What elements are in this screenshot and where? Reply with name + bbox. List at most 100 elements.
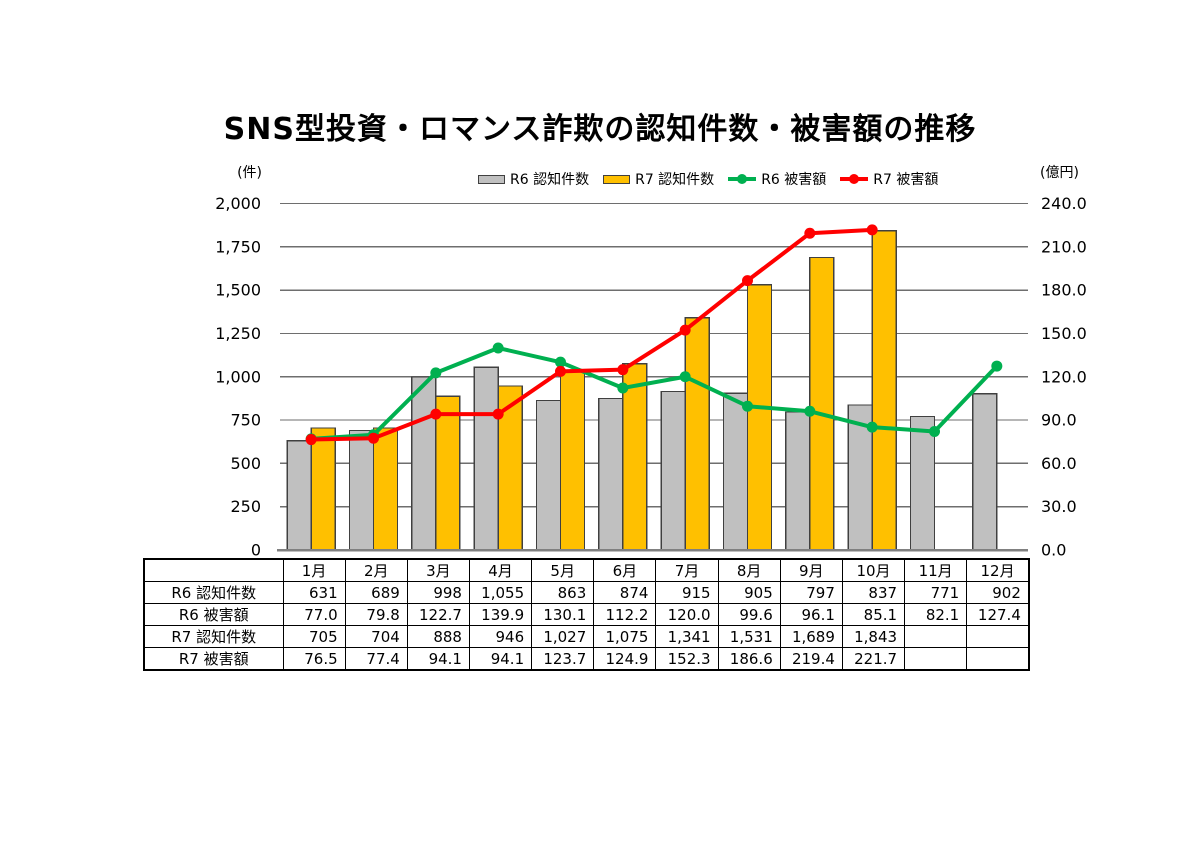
left-axis-tick-label: 500 — [230, 454, 261, 473]
value-cell: 99.6 — [717, 603, 781, 626]
left-axis-tick-label: 250 — [230, 497, 261, 516]
right-axis-tick-label: 60.0 — [1041, 454, 1077, 473]
marker-R7 被害額 — [305, 434, 317, 446]
value-cell: 123.7 — [531, 647, 595, 671]
marker-R6 被害額 — [555, 356, 566, 368]
value-cell: 1,843 — [841, 625, 906, 648]
right-axis-tick-label: 180.0 — [1041, 281, 1087, 300]
value-cell: 888 — [406, 625, 470, 648]
right-axis-tick-label: 120.0 — [1041, 367, 1087, 386]
value-cell: 186.6 — [717, 647, 781, 671]
value-cell: 130.1 — [531, 603, 595, 626]
value-cell: 112.2 — [593, 603, 657, 626]
marker-R7 被害額 — [804, 227, 816, 239]
legend-item-r6-damage: R6 被害額 — [728, 169, 826, 189]
bar-R6 認知件数 — [286, 440, 312, 551]
value-cell: 120.0 — [655, 603, 719, 626]
month-header: 2月 — [344, 558, 408, 582]
marker-R6 被害額 — [929, 425, 940, 437]
value-cell: 1,075 — [593, 625, 657, 648]
marker-R7 被害額 — [866, 224, 878, 236]
table-row: R6 認知件数 631 689 998 1,055 863 874 915 905 797 837 7… — [143, 581, 1030, 604]
value-cell: 82.1 — [904, 603, 968, 626]
marker-R6 被害額 — [430, 367, 442, 379]
data-table: 1月 2月 3月 4月 5月 6月 7月 8月 9月 10月 11月 12月 R6 認知件数 631 689… — [143, 558, 1030, 671]
bar-R6 認知件数 — [348, 430, 375, 551]
value-cell: 902 — [966, 581, 1030, 604]
value-cell: 77.0 — [282, 603, 346, 626]
right-axis-unit: (億円) — [1040, 165, 1079, 181]
table-row: R6 被害額 77.0 79.8 122.7 139.9 130.1 112.2 120.0 9… — [143, 603, 1030, 626]
value-cell: 139.9 — [468, 603, 533, 626]
value-cell: 96.1 — [779, 603, 843, 626]
line-R6 被害額 — [309, 346, 999, 441]
value-cell: 631 — [282, 581, 346, 604]
month-header: 8月 — [717, 558, 781, 582]
chart-title: SNS型投資・ロマンス詐欺の認知件数・被害額の推移 — [223, 112, 977, 148]
bar-R7 認知件数 — [746, 284, 773, 551]
month-header: 7月 — [655, 558, 719, 582]
bar-R6 認知件数 — [785, 411, 811, 551]
value-cell: 1,027 — [531, 625, 595, 648]
marker-R7 被害額 — [742, 275, 753, 287]
month-header: 11月 — [904, 558, 968, 582]
marker-R7 被害額 — [430, 408, 442, 420]
legend-label: R6 被害額 — [761, 172, 827, 188]
bar-R7 認知件数 — [559, 371, 586, 551]
chart-legend: R6 認知件数 R7 認知件数 R6 被害額 R7 被害額 — [478, 169, 938, 189]
legend-item-r7-damage: R7 被害額 — [840, 169, 938, 189]
month-header: 9月 — [779, 558, 843, 582]
value-cell: 704 — [344, 625, 408, 648]
bar-R6 認知件数 — [909, 415, 936, 551]
table-row: R7 被害額 76.5 77.4 94.1 94.1 123.7 124.9 152.3 186… — [143, 647, 1030, 671]
value-cell — [904, 647, 968, 671]
legend-label: R7 認知件数 — [635, 172, 715, 188]
month-header: 4月 — [468, 558, 533, 582]
value-cell: 1,689 — [779, 625, 843, 648]
right-axis-tick-label: 30.0 — [1041, 497, 1077, 516]
value-cell: 837 — [841, 581, 906, 604]
value-cell — [966, 625, 1030, 648]
marker-R6 被害額 — [991, 360, 1003, 372]
bar-R6 認知件数 — [535, 399, 562, 551]
left-axis-tick-label: 1,750 — [215, 237, 261, 256]
value-cell: 905 — [717, 581, 781, 604]
right-axis-tick-label: 0.0 — [1041, 541, 1066, 560]
value-cell: 76.5 — [282, 647, 346, 671]
value-cell: 85.1 — [841, 603, 906, 626]
left-axis-unit: (件) — [237, 165, 262, 181]
value-cell — [904, 625, 968, 648]
bar-R7 認知件数 — [871, 230, 897, 551]
left-axis-tick-label: 1,500 — [215, 281, 261, 300]
bar-R6 認知件数 — [598, 397, 624, 551]
legend-item-r6-cases: R6 認知件数 — [478, 169, 589, 189]
r6-bar-swatch-icon — [478, 174, 505, 184]
bar-R7 認知件数 — [435, 395, 461, 551]
value-cell: 79.8 — [344, 603, 408, 626]
month-header: 10月 — [841, 558, 906, 582]
r6-line-swatch-icon — [728, 174, 757, 185]
legend-label: R6 認知件数 — [510, 172, 590, 188]
value-cell: 122.7 — [406, 603, 470, 626]
table-row: R7 認知件数 705 704 888 946 1,027 1,075 1,341 1,531 1… — [143, 625, 1030, 648]
marker-R7 被害額 — [679, 324, 691, 336]
bar-R7 認知件数 — [310, 427, 336, 551]
row-label: R7 認知件数 — [143, 625, 284, 648]
value-cell: 94.1 — [468, 647, 533, 671]
marker-R6 被害額 — [866, 421, 878, 433]
value-cell: 946 — [468, 625, 533, 648]
corner-cell — [143, 558, 284, 582]
value-cell: 1,055 — [468, 581, 533, 604]
bar-R6 認知件数 — [722, 392, 749, 551]
legend-item-r7-cases: R7 認知件数 — [603, 169, 714, 189]
bar-R7 認知件数 — [809, 256, 835, 551]
month-header: 12月 — [966, 558, 1030, 582]
bar-R6 認知件数 — [411, 376, 437, 551]
month-header: 5月 — [531, 558, 595, 582]
value-cell: 221.7 — [841, 647, 906, 671]
marker-R6 被害額 — [679, 371, 691, 383]
month-header: 1月 — [282, 558, 346, 582]
bar-R6 認知件数 — [660, 390, 686, 551]
marker-R7 被害額 — [492, 408, 504, 420]
